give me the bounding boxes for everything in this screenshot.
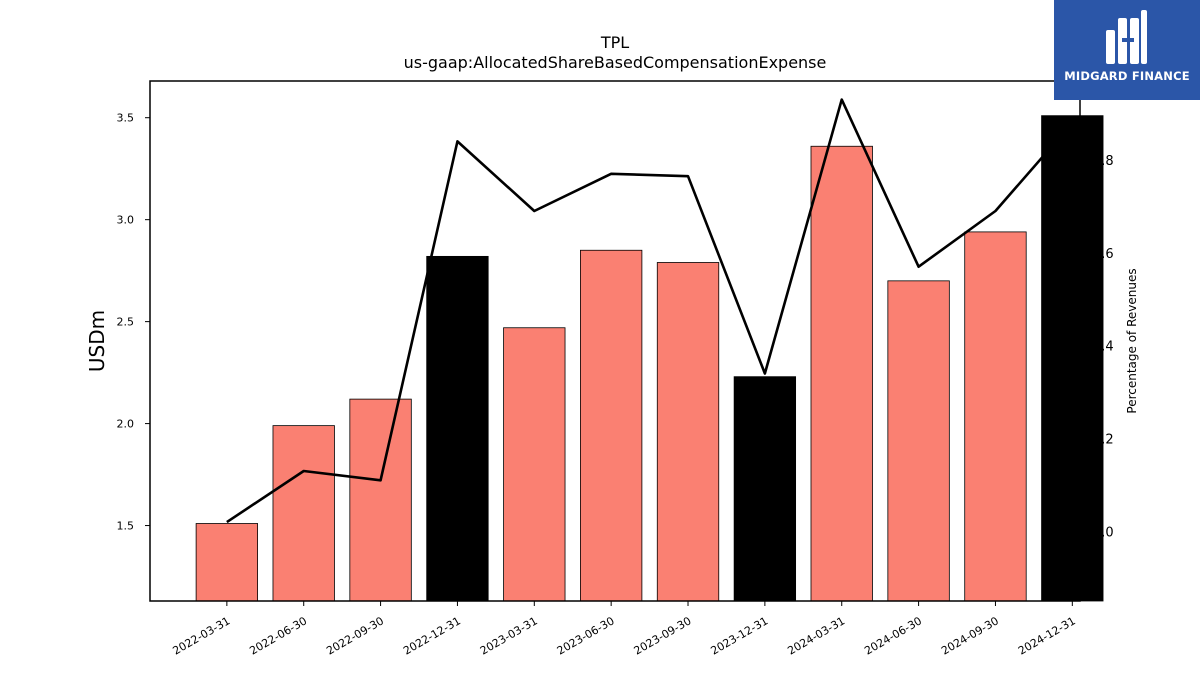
y-tick-label-left: 3.0 [117,214,135,227]
line-group [226,98,1074,524]
bar-2024-09-30 [964,231,1027,602]
y-tick-label-right: 1.4 [1093,340,1114,355]
bars-group [195,115,1104,602]
y-tick-label-left: 2.0 [117,418,135,431]
x-axis: 2022-03-31 2022-06-30 2022-09-30 2022-12-31… [170,601,1078,658]
x-tick-label: 2022-12-31 [401,614,463,657]
y-tick-label-left: 3.5 [117,112,135,125]
y-axis-right: 1.0 1.2 1.4 1.6 1.8 [1080,154,1114,540]
y-tick-label-right: 1.0 [1093,525,1114,540]
x-tick-label: 2024-12-31 [1016,614,1078,657]
x-tick-label: 2022-03-31 [170,614,232,657]
y-tick-label-right: 1.8 [1093,154,1114,169]
y-axis-label-right: Percentage of Revenues [1125,268,1139,413]
plot-frame [149,80,1081,602]
midgard-finance-logo: MIDGARD FINANCE [1054,0,1200,100]
x-tick-label: 2023-12-31 [709,614,771,657]
bar-2023-03-31 [503,327,566,602]
bar-2023-06-30 [580,249,643,602]
bar-2024-12-31 [1041,115,1104,602]
y-tick-label-right: 1.2 [1093,433,1114,448]
y-axis-left: 1.5 2.0 2.5 3.0 3.5 [117,112,150,533]
midgard-logo-icon [1106,10,1147,64]
x-tick-label: 2022-09-30 [324,614,386,657]
chart-subtitle: us-gaap:AllocatedShareBasedCompensationE… [404,53,827,72]
x-tick-label: 2023-03-31 [478,614,540,657]
bar-2023-09-30 [656,262,720,602]
x-tick-label: 2024-09-30 [939,614,1001,657]
bar-2022-09-30 [349,398,412,602]
bar-2022-12-31 [426,255,489,602]
y-tick-label-left: 2.5 [117,316,135,329]
y-axis-label-left: USDm [85,310,109,372]
x-tick-label: 2023-09-30 [632,614,694,657]
y-tick-label-right: 1.6 [1093,247,1114,262]
x-tick-label: 2022-06-30 [247,614,309,657]
x-tick-label: 2024-06-30 [862,614,924,657]
y-tick-label-left: 1.5 [117,520,135,533]
bar-2024-06-30 [887,280,950,602]
revenue-percentage-line [226,98,1074,524]
bar-2022-03-31 [195,523,259,602]
bar-2023-12-31 [733,376,797,602]
x-tick-label: 2024-03-31 [785,614,847,657]
chart-title: TPL [600,33,629,52]
logo-text: MIDGARD FINANCE [1064,69,1190,83]
bar-2022-06-30 [272,425,335,602]
bar-2024-03-31 [810,145,873,602]
x-tick-label: 2023-06-30 [555,614,617,657]
